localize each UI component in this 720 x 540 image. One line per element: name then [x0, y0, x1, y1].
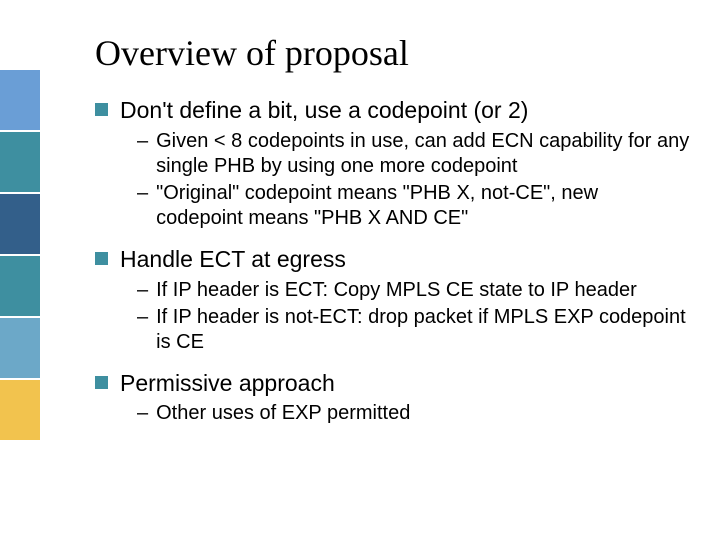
sub-item: –If IP header is ECT: Copy MPLS CE state… — [137, 278, 690, 303]
sub-text: Given < 8 codepoints in use, can add ECN… — [156, 129, 690, 179]
square-bullet-icon — [95, 376, 108, 389]
sub-text: If IP header is ECT: Copy MPLS CE state … — [156, 278, 637, 303]
dash-icon: – — [137, 278, 148, 303]
sidebar-block — [0, 318, 40, 378]
sub-list: –If IP header is ECT: Copy MPLS CE state… — [137, 278, 690, 355]
sidebar-block — [0, 194, 40, 254]
square-bullet-icon — [95, 103, 108, 116]
sub-item: –If IP header is not-ECT: drop packet if… — [137, 305, 690, 355]
bullet-text: Handle ECT at egress — [120, 245, 346, 274]
bullet-list: Don't define a bit, use a codepoint (or … — [95, 96, 690, 426]
sub-list: –Other uses of EXP permitted — [137, 401, 690, 426]
sidebar-block — [0, 256, 40, 316]
sub-item: –"Original" codepoint means "PHB X, not-… — [137, 181, 690, 231]
bullet-text: Don't define a bit, use a codepoint (or … — [120, 96, 528, 125]
decorative-sidebar — [0, 0, 40, 540]
sub-text: Other uses of EXP permitted — [156, 401, 410, 426]
sub-list: –Given < 8 codepoints in use, can add EC… — [137, 129, 690, 231]
bullet-item: Don't define a bit, use a codepoint (or … — [95, 96, 690, 125]
sidebar-block — [0, 132, 40, 192]
sub-text: "Original" codepoint means "PHB X, not-C… — [156, 181, 690, 231]
square-bullet-icon — [95, 252, 108, 265]
sub-item: –Given < 8 codepoints in use, can add EC… — [137, 129, 690, 179]
slide-title: Overview of proposal — [95, 32, 690, 74]
dash-icon: – — [137, 181, 148, 206]
slide-content: Overview of proposal Don't define a bit,… — [95, 32, 690, 440]
dash-icon: – — [137, 401, 148, 426]
bullet-item: Permissive approach — [95, 369, 690, 398]
sidebar-block — [0, 380, 40, 440]
bullet-item: Handle ECT at egress — [95, 245, 690, 274]
sub-item: –Other uses of EXP permitted — [137, 401, 690, 426]
dash-icon: – — [137, 305, 148, 330]
sidebar-block — [0, 70, 40, 130]
dash-icon: – — [137, 129, 148, 154]
sub-text: If IP header is not-ECT: drop packet if … — [156, 305, 690, 355]
bullet-text: Permissive approach — [120, 369, 335, 398]
